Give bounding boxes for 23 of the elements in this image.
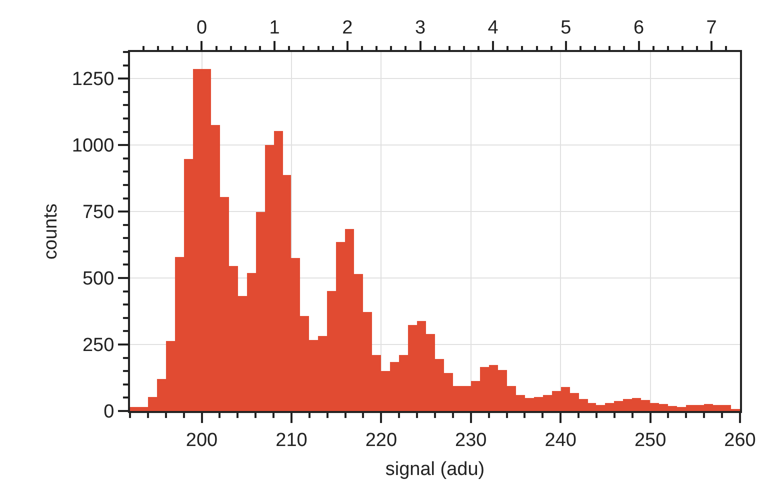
y-tick-label: 0 <box>104 402 114 423</box>
x2-tick-label: 0 <box>196 17 208 38</box>
x2-tick-label: 5 <box>560 17 572 38</box>
x2-tick-label: 2 <box>342 17 353 38</box>
x2-tick-label: 1 <box>269 17 280 38</box>
x-tick-label: 250 <box>634 430 666 451</box>
y-tick-label: 250 <box>82 335 114 356</box>
y-tick-label: 500 <box>82 268 114 290</box>
x2-tick-label: 3 <box>414 17 426 38</box>
x-axis-title: signal (adu) <box>385 459 485 480</box>
x2-tick-label: 6 <box>633 17 644 38</box>
x-tick-label: 200 <box>186 430 218 451</box>
y-tick-label: 750 <box>82 202 114 224</box>
x-tick-label: 240 <box>544 430 576 451</box>
x2-tick-label: 7 <box>706 17 717 38</box>
y-tick-label: 1250 <box>72 69 114 90</box>
x-tick-label: 230 <box>455 430 487 451</box>
x-tick-label: 260 <box>724 430 756 451</box>
x-tick-label: 210 <box>276 430 308 451</box>
y-axis-title: counts <box>40 204 62 260</box>
x-tick-label: 220 <box>365 430 398 451</box>
x2-tick-label: 4 <box>488 17 499 38</box>
y-tick-label: 1000 <box>72 136 114 157</box>
